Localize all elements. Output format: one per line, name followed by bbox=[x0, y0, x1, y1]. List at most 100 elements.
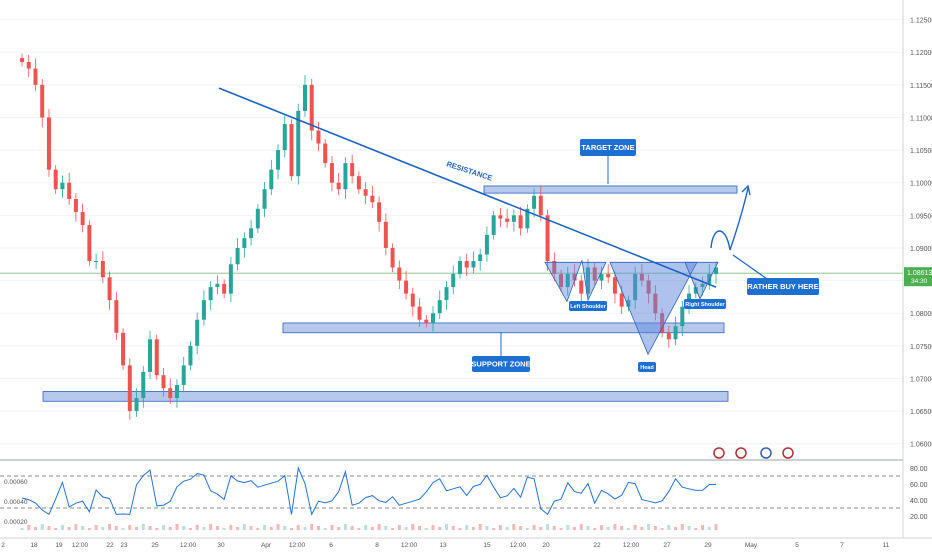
zones bbox=[42, 185, 738, 402]
volume-bar bbox=[290, 528, 294, 530]
volume-bar bbox=[188, 528, 192, 530]
candle-body bbox=[161, 375, 166, 389]
candle-body bbox=[141, 371, 146, 399]
volume-bar bbox=[694, 528, 698, 530]
volume-bar bbox=[606, 527, 610, 530]
volume-bar bbox=[242, 524, 246, 530]
volume-bar bbox=[465, 525, 469, 530]
candle-body bbox=[20, 58, 24, 62]
candle-body bbox=[329, 163, 334, 183]
time-axis-label: 11 bbox=[883, 542, 890, 549]
volume-bar bbox=[215, 526, 219, 530]
candle-body bbox=[276, 150, 281, 170]
candle-body bbox=[707, 274, 712, 284]
volume-tick-label: 0.00060 bbox=[4, 479, 28, 486]
rather-buy-box bbox=[747, 278, 819, 295]
support-zone-box bbox=[472, 356, 530, 372]
candle-body bbox=[538, 195, 543, 216]
volume-bar bbox=[148, 526, 152, 530]
time-axis-label: 25 bbox=[151, 542, 159, 549]
volume-bar bbox=[438, 527, 442, 530]
right-shoulder-box bbox=[684, 299, 726, 309]
volume-bar bbox=[114, 526, 118, 530]
volume-bar bbox=[256, 528, 260, 530]
candle-body bbox=[693, 287, 698, 294]
volume-bar bbox=[492, 528, 496, 530]
rather-buy-pointer bbox=[732, 254, 771, 282]
candle-body bbox=[121, 332, 126, 366]
candle-body bbox=[377, 202, 382, 222]
candle-body bbox=[296, 110, 301, 177]
volume-bar bbox=[175, 524, 179, 530]
volume-bar bbox=[350, 526, 354, 530]
volume-bar bbox=[566, 525, 570, 530]
candle-body bbox=[350, 163, 355, 177]
volume-bar bbox=[202, 527, 206, 530]
time-axis-label: 13 bbox=[439, 542, 447, 549]
candle-body bbox=[235, 247, 240, 265]
volume-bar bbox=[141, 524, 145, 530]
candle-body bbox=[437, 300, 442, 314]
volume-bar bbox=[505, 527, 509, 530]
volume-bar bbox=[674, 527, 678, 530]
volume-bar bbox=[586, 526, 590, 530]
volume-tick-label: 0.00020 bbox=[4, 519, 28, 526]
candle-body bbox=[94, 260, 99, 262]
time-axis-label: 18 bbox=[30, 542, 38, 549]
volume-bar bbox=[707, 527, 711, 530]
volume-bar bbox=[60, 525, 64, 530]
volume-bar bbox=[269, 527, 273, 530]
candle-body bbox=[471, 260, 476, 268]
rsi-tick-label: 20.00 bbox=[910, 514, 928, 521]
candle-body bbox=[181, 365, 186, 385]
candle-body bbox=[53, 169, 58, 190]
volume-bar bbox=[579, 524, 583, 530]
candle-body bbox=[289, 123, 294, 177]
volume-bar bbox=[87, 528, 91, 530]
candle-body bbox=[559, 274, 564, 288]
candle-body bbox=[174, 384, 179, 399]
candle-body bbox=[673, 326, 678, 340]
time-axis-label: 22 bbox=[106, 542, 114, 549]
volume-bar bbox=[552, 526, 556, 530]
candle-body bbox=[195, 319, 200, 346]
time-axis-label: 12:00 bbox=[623, 542, 640, 549]
rsi-tick-label: 60.00 bbox=[910, 482, 928, 489]
time-axis-label: 8 bbox=[375, 542, 379, 549]
candle-body bbox=[370, 195, 375, 203]
candle-body bbox=[505, 218, 510, 222]
flag-icon-us bbox=[782, 447, 794, 459]
volume-bar bbox=[653, 526, 657, 530]
candle-body bbox=[700, 283, 705, 288]
support-zone-label: SUPPORT ZONE bbox=[471, 360, 530, 369]
flag-icon-eu bbox=[760, 447, 772, 459]
price-tick-label: 1.08000 bbox=[910, 311, 932, 318]
volume-bar bbox=[667, 525, 671, 530]
time-axis-label: 7 bbox=[840, 542, 844, 549]
candle-body bbox=[606, 274, 611, 278]
volume-bar bbox=[458, 528, 462, 530]
candle-body bbox=[464, 260, 469, 268]
volume-bar bbox=[451, 526, 455, 530]
time-axis-label: May bbox=[745, 542, 758, 549]
volume-bar bbox=[411, 524, 415, 530]
volume-bar bbox=[182, 526, 186, 530]
target-zone-label: TARGET ZONE bbox=[581, 143, 634, 152]
volume-bar bbox=[249, 526, 253, 530]
volume-bar bbox=[418, 526, 422, 530]
volume-bar bbox=[424, 528, 428, 530]
volume-bar bbox=[303, 527, 307, 530]
volume-bar bbox=[647, 524, 651, 530]
volume-bar bbox=[559, 528, 563, 530]
rsi-line bbox=[21, 466, 717, 516]
volume-bar bbox=[626, 528, 630, 530]
candle-body bbox=[228, 264, 233, 294]
volume-bar bbox=[485, 526, 489, 530]
candle-body bbox=[511, 215, 516, 222]
volume-bar bbox=[168, 527, 172, 530]
volume-bar bbox=[128, 525, 132, 530]
volume-bar bbox=[640, 527, 644, 530]
volume-bar bbox=[384, 526, 388, 530]
projection-arrowhead bbox=[741, 184, 751, 196]
